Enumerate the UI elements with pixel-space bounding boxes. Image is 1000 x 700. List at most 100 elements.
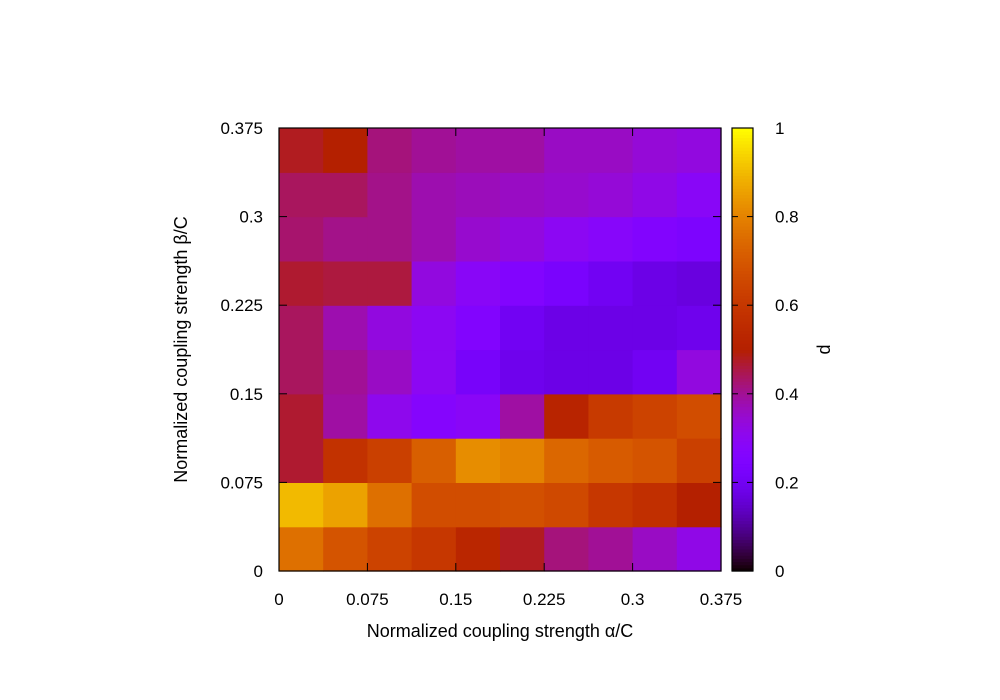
colorbar-segment [732,156,753,161]
colorbar-label: d [814,344,834,354]
heatmap-cell [632,305,678,351]
colorbar-segment [732,472,753,477]
colorbar-segment [732,384,753,389]
colorbar-segment [732,321,753,325]
colorbar-segment [732,438,753,442]
heatmap-cell [455,216,501,262]
heatmap-cell [676,260,722,306]
heatmap-cell [323,305,368,351]
plot-frame [278,127,722,572]
heatmap-cell [455,260,501,306]
colorbar-segment [732,159,753,164]
colorbar-segment [732,317,753,322]
colorbar-segment [732,286,753,290]
colorbar-segment [732,349,753,354]
heatmap-cell [367,260,413,306]
heatmap-cell [279,393,324,439]
colorbar-segment [732,539,753,544]
heatmap-cell [544,260,589,306]
colorbar-segment [732,545,753,550]
heatmap-cell [632,526,678,572]
colorbar-segment [732,153,753,158]
colorbar-segment [732,355,753,360]
colorbar-segment [732,453,753,458]
heatmap-cell [544,305,589,351]
heatmap-cell [544,216,589,262]
heatmap-cell [676,128,722,173]
colorbar-segment [732,365,753,370]
x-axis-label: Normalized coupling strength α/C [367,621,634,641]
colorbar-tick-label: 0 [775,562,784,581]
colorbar-segment [732,150,753,154]
colorbar-segment [732,425,753,430]
colorbar-segment [732,276,753,281]
colorbar-segment [732,305,753,309]
y-tick-label: 0.375 [220,119,263,138]
colorbar-segment [732,352,753,357]
heatmap-cell [367,393,413,439]
heatmap-cell [676,393,722,439]
colorbar-segment [732,295,753,300]
y-tick-label: 0.15 [230,385,263,404]
heatmap-cell [632,128,678,173]
colorbar-segment [732,526,753,531]
colorbar-segment [732,188,753,192]
colorbar-segment [732,229,753,234]
heatmap-cell [500,349,545,395]
colorbar-segment [732,260,753,265]
colorbar-segment [732,140,753,145]
heatmap-cell [367,216,413,262]
heatmap-cell [500,260,545,306]
colorbar-segment [732,552,753,556]
colorbar-segment [732,460,753,465]
colorbar-frame [731,127,754,572]
heatmap-cell [632,438,678,483]
colorbar-segment [732,520,753,525]
colorbar-segment [732,330,753,335]
heatmap-cell [323,438,368,483]
heatmap-cell [500,305,545,351]
colorbar-segment [732,450,753,455]
colorbar-segment [732,434,753,439]
heatmap-cell [411,393,457,439]
heatmap-cell [323,172,368,218]
colorbar-segment [732,504,753,509]
colorbar-segment [732,346,753,351]
heatmap-cell [367,172,413,218]
heatmap-cell [455,526,501,572]
x-axis-ticks: 0 0.075 0.15 0.225 0.3 0.375 [274,128,742,609]
colorbar-segment [732,558,753,563]
colorbar-segment [732,406,753,411]
colorbar-segment [732,273,753,278]
colorbar-segment [732,333,753,338]
heatmap-cell [455,128,501,173]
heatmap-cell [411,216,457,262]
colorbar-segment [732,482,753,487]
heatmap-cell [632,216,678,262]
heatmap-cell [544,482,589,528]
colorbar-segment [732,400,753,404]
heatmap-cell [676,172,722,218]
heatmap-cell [632,260,678,306]
heatmap-cell [455,349,501,395]
colorbar-segment [732,191,753,196]
colorbar-segment [732,523,753,528]
colorbar-segment [732,412,753,417]
colorbar-segment [732,219,753,224]
colorbar-segment [732,257,753,262]
colorbar-segment [732,232,753,237]
heatmap-cell [588,305,634,351]
colorbar-segment [732,415,753,420]
colorbar-segment [732,485,753,490]
heatmap-cell [588,393,634,439]
colorbar-segment [732,371,753,376]
heatmap-cell [455,438,501,483]
heatmap-cell [279,482,324,528]
colorbar-segment [732,555,753,559]
heatmap-cell [500,482,545,528]
heatmap-cell [500,172,545,218]
heatmap-cell [279,305,324,351]
colorbar-segment [732,463,753,468]
heatmap-cell [676,482,722,528]
heatmap-cell [632,172,678,218]
